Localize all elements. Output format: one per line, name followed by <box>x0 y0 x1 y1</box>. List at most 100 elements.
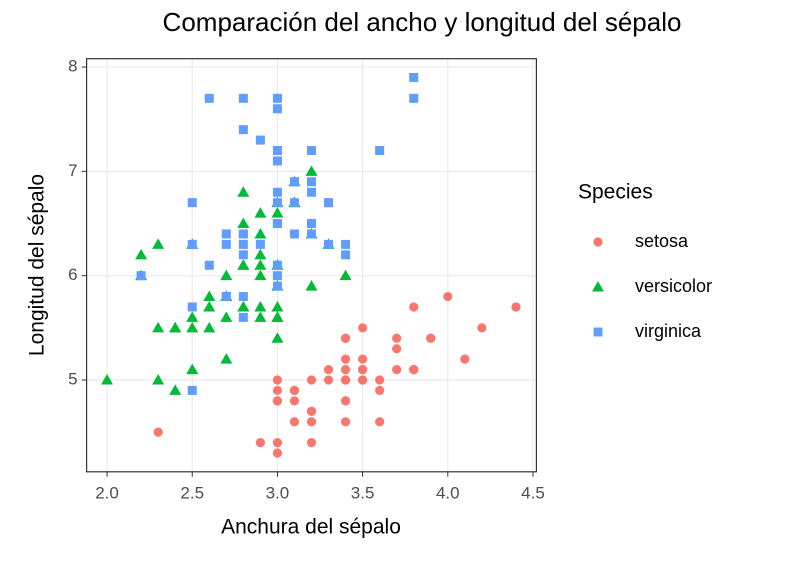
point <box>152 374 165 385</box>
point <box>358 364 368 375</box>
legend-label: versicolor <box>635 276 712 296</box>
point <box>340 375 351 385</box>
point <box>203 290 216 302</box>
point <box>238 229 248 239</box>
point <box>392 333 402 343</box>
point <box>289 229 299 239</box>
point <box>272 198 282 208</box>
point <box>409 364 419 375</box>
point <box>238 250 248 260</box>
point <box>289 396 300 406</box>
point <box>305 165 318 176</box>
y-tick-label: 5 <box>68 369 77 388</box>
point <box>289 385 300 396</box>
point <box>271 207 284 218</box>
point <box>254 300 267 312</box>
point <box>254 248 267 260</box>
point <box>237 259 250 270</box>
point <box>255 437 265 448</box>
point <box>135 248 148 260</box>
point <box>289 177 299 187</box>
legend-label: setosa <box>635 231 689 251</box>
point <box>187 198 197 208</box>
legend-title: Species <box>578 181 653 204</box>
point <box>271 311 284 322</box>
point <box>272 93 282 103</box>
point <box>340 396 351 406</box>
point <box>169 384 182 395</box>
point <box>340 417 351 427</box>
point <box>220 269 233 281</box>
point <box>477 323 487 333</box>
point <box>272 396 283 406</box>
x-axis-label: Anchura del sépalo <box>221 516 401 539</box>
plot-panel <box>86 58 537 472</box>
point <box>186 311 199 322</box>
point <box>511 302 521 312</box>
point <box>306 375 317 385</box>
point <box>221 239 231 249</box>
point <box>306 406 317 416</box>
point <box>375 146 385 155</box>
point <box>340 354 351 364</box>
x-tick-label: 3.5 <box>351 483 375 502</box>
point <box>221 229 231 239</box>
point <box>136 271 146 281</box>
point <box>272 146 282 155</box>
point <box>426 333 436 343</box>
point <box>153 427 163 437</box>
point <box>187 385 197 395</box>
point <box>289 198 299 208</box>
point <box>341 239 351 249</box>
point <box>254 311 267 322</box>
y-tick-label: 6 <box>68 265 77 284</box>
point <box>358 375 368 385</box>
point <box>289 417 300 427</box>
point <box>340 333 351 343</box>
point <box>323 375 334 385</box>
point <box>169 321 182 333</box>
point <box>307 187 316 197</box>
point <box>272 281 282 291</box>
point <box>443 291 453 302</box>
point <box>341 250 351 260</box>
point <box>272 385 283 396</box>
point <box>307 219 316 229</box>
point <box>272 448 283 458</box>
point <box>358 323 368 333</box>
point <box>306 417 317 427</box>
point <box>238 125 248 135</box>
point <box>237 217 250 229</box>
point <box>238 93 248 103</box>
point <box>392 344 402 354</box>
point <box>220 311 233 322</box>
point <box>358 354 368 364</box>
point <box>271 332 284 343</box>
point <box>187 302 197 312</box>
point <box>324 198 334 208</box>
point <box>152 321 165 333</box>
y-tick-label: 8 <box>68 57 77 76</box>
point <box>186 321 199 333</box>
point <box>340 364 351 375</box>
point <box>375 417 385 427</box>
point <box>323 364 334 375</box>
y-axis-label: Longitud del sépalo <box>26 174 49 356</box>
point <box>186 363 199 375</box>
point <box>254 207 267 218</box>
point <box>204 93 214 103</box>
point <box>254 227 267 239</box>
point <box>272 156 282 166</box>
y-tick-label: 7 <box>68 161 77 180</box>
plot-border <box>85 58 537 473</box>
point <box>409 302 419 312</box>
point <box>237 186 250 197</box>
point <box>272 375 283 385</box>
point <box>272 437 283 448</box>
legend-symbol <box>593 327 603 337</box>
point <box>221 292 231 302</box>
point <box>272 219 282 229</box>
point <box>238 292 248 302</box>
